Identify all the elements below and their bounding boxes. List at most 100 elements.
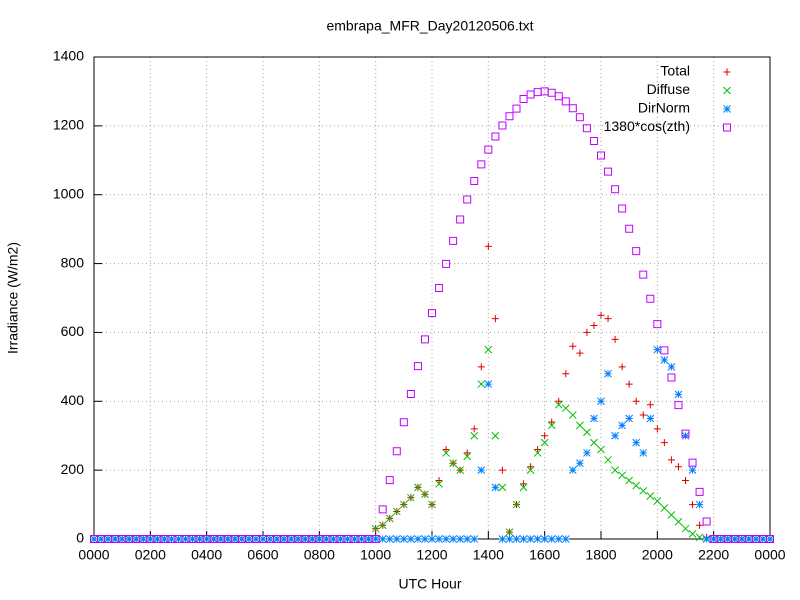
point (118, 535, 127, 543)
point (653, 345, 662, 354)
point (132, 535, 141, 543)
y-tick-label: 200 (61, 461, 85, 477)
point (752, 535, 760, 543)
point (611, 185, 620, 194)
point (97, 535, 105, 543)
point (484, 345, 493, 354)
point (526, 535, 535, 543)
point (252, 535, 260, 543)
point (378, 505, 387, 514)
point (618, 421, 626, 430)
point (385, 514, 394, 523)
point (512, 500, 521, 509)
point (547, 535, 556, 543)
point (766, 535, 774, 543)
y-tick-label: 400 (61, 392, 85, 408)
x-tick-label: 0800 (304, 547, 335, 563)
point (674, 401, 683, 410)
point (294, 535, 303, 543)
point (442, 259, 451, 268)
point (498, 121, 507, 130)
point (674, 390, 683, 399)
point (688, 529, 697, 538)
legend-marker (723, 68, 731, 76)
point (371, 535, 380, 543)
point (301, 535, 310, 543)
point (456, 535, 465, 543)
point (590, 438, 598, 447)
point (442, 535, 450, 543)
point (625, 414, 634, 423)
legend-label: Total (660, 63, 690, 79)
point (653, 425, 661, 433)
point (526, 90, 535, 99)
point (604, 167, 613, 176)
point (273, 535, 281, 543)
point (392, 507, 401, 516)
point (653, 497, 662, 505)
point (590, 414, 598, 423)
point (688, 466, 697, 474)
chart-title: embrapa_MFR_Day20120506.txt (326, 18, 533, 34)
point (604, 315, 612, 323)
y-tick-label: 0 (76, 530, 84, 546)
point (766, 535, 774, 543)
point (681, 429, 690, 438)
point (618, 363, 626, 371)
point (407, 493, 415, 502)
point (561, 404, 570, 413)
x-tick-label: 1600 (529, 547, 560, 563)
point (392, 447, 401, 456)
point (660, 439, 668, 447)
point (350, 535, 359, 543)
point (188, 535, 197, 543)
point (435, 476, 443, 484)
point (470, 176, 479, 185)
point (639, 449, 648, 457)
point (399, 418, 408, 427)
point (463, 535, 472, 543)
point (639, 411, 647, 419)
point (343, 535, 352, 543)
point (695, 500, 704, 509)
point (146, 535, 155, 543)
point (287, 535, 296, 543)
point (491, 315, 499, 323)
point (604, 455, 612, 464)
point (667, 363, 676, 371)
point (414, 483, 422, 492)
point (428, 535, 436, 543)
point (589, 137, 598, 146)
point (519, 95, 528, 104)
point (230, 535, 239, 543)
point (442, 449, 450, 457)
point (674, 517, 683, 526)
point (569, 342, 577, 350)
point (611, 335, 619, 343)
point (639, 270, 648, 279)
x-tick-label: 1400 (473, 547, 504, 563)
point (646, 414, 655, 423)
point (583, 449, 591, 457)
point (491, 431, 500, 440)
point (737, 535, 746, 543)
point (632, 438, 641, 447)
point (540, 438, 549, 447)
point (702, 517, 711, 526)
point (378, 521, 387, 530)
point (209, 535, 218, 543)
x-tick-label: 0000 (78, 547, 109, 563)
x-tick-label: 2000 (642, 547, 673, 563)
point (357, 535, 366, 543)
point (435, 535, 443, 543)
point (597, 445, 605, 454)
point (660, 346, 669, 355)
point (371, 524, 380, 533)
point (632, 481, 641, 490)
point (555, 397, 563, 405)
point (392, 535, 401, 543)
point (216, 535, 225, 543)
point (505, 112, 514, 121)
point (498, 535, 507, 543)
